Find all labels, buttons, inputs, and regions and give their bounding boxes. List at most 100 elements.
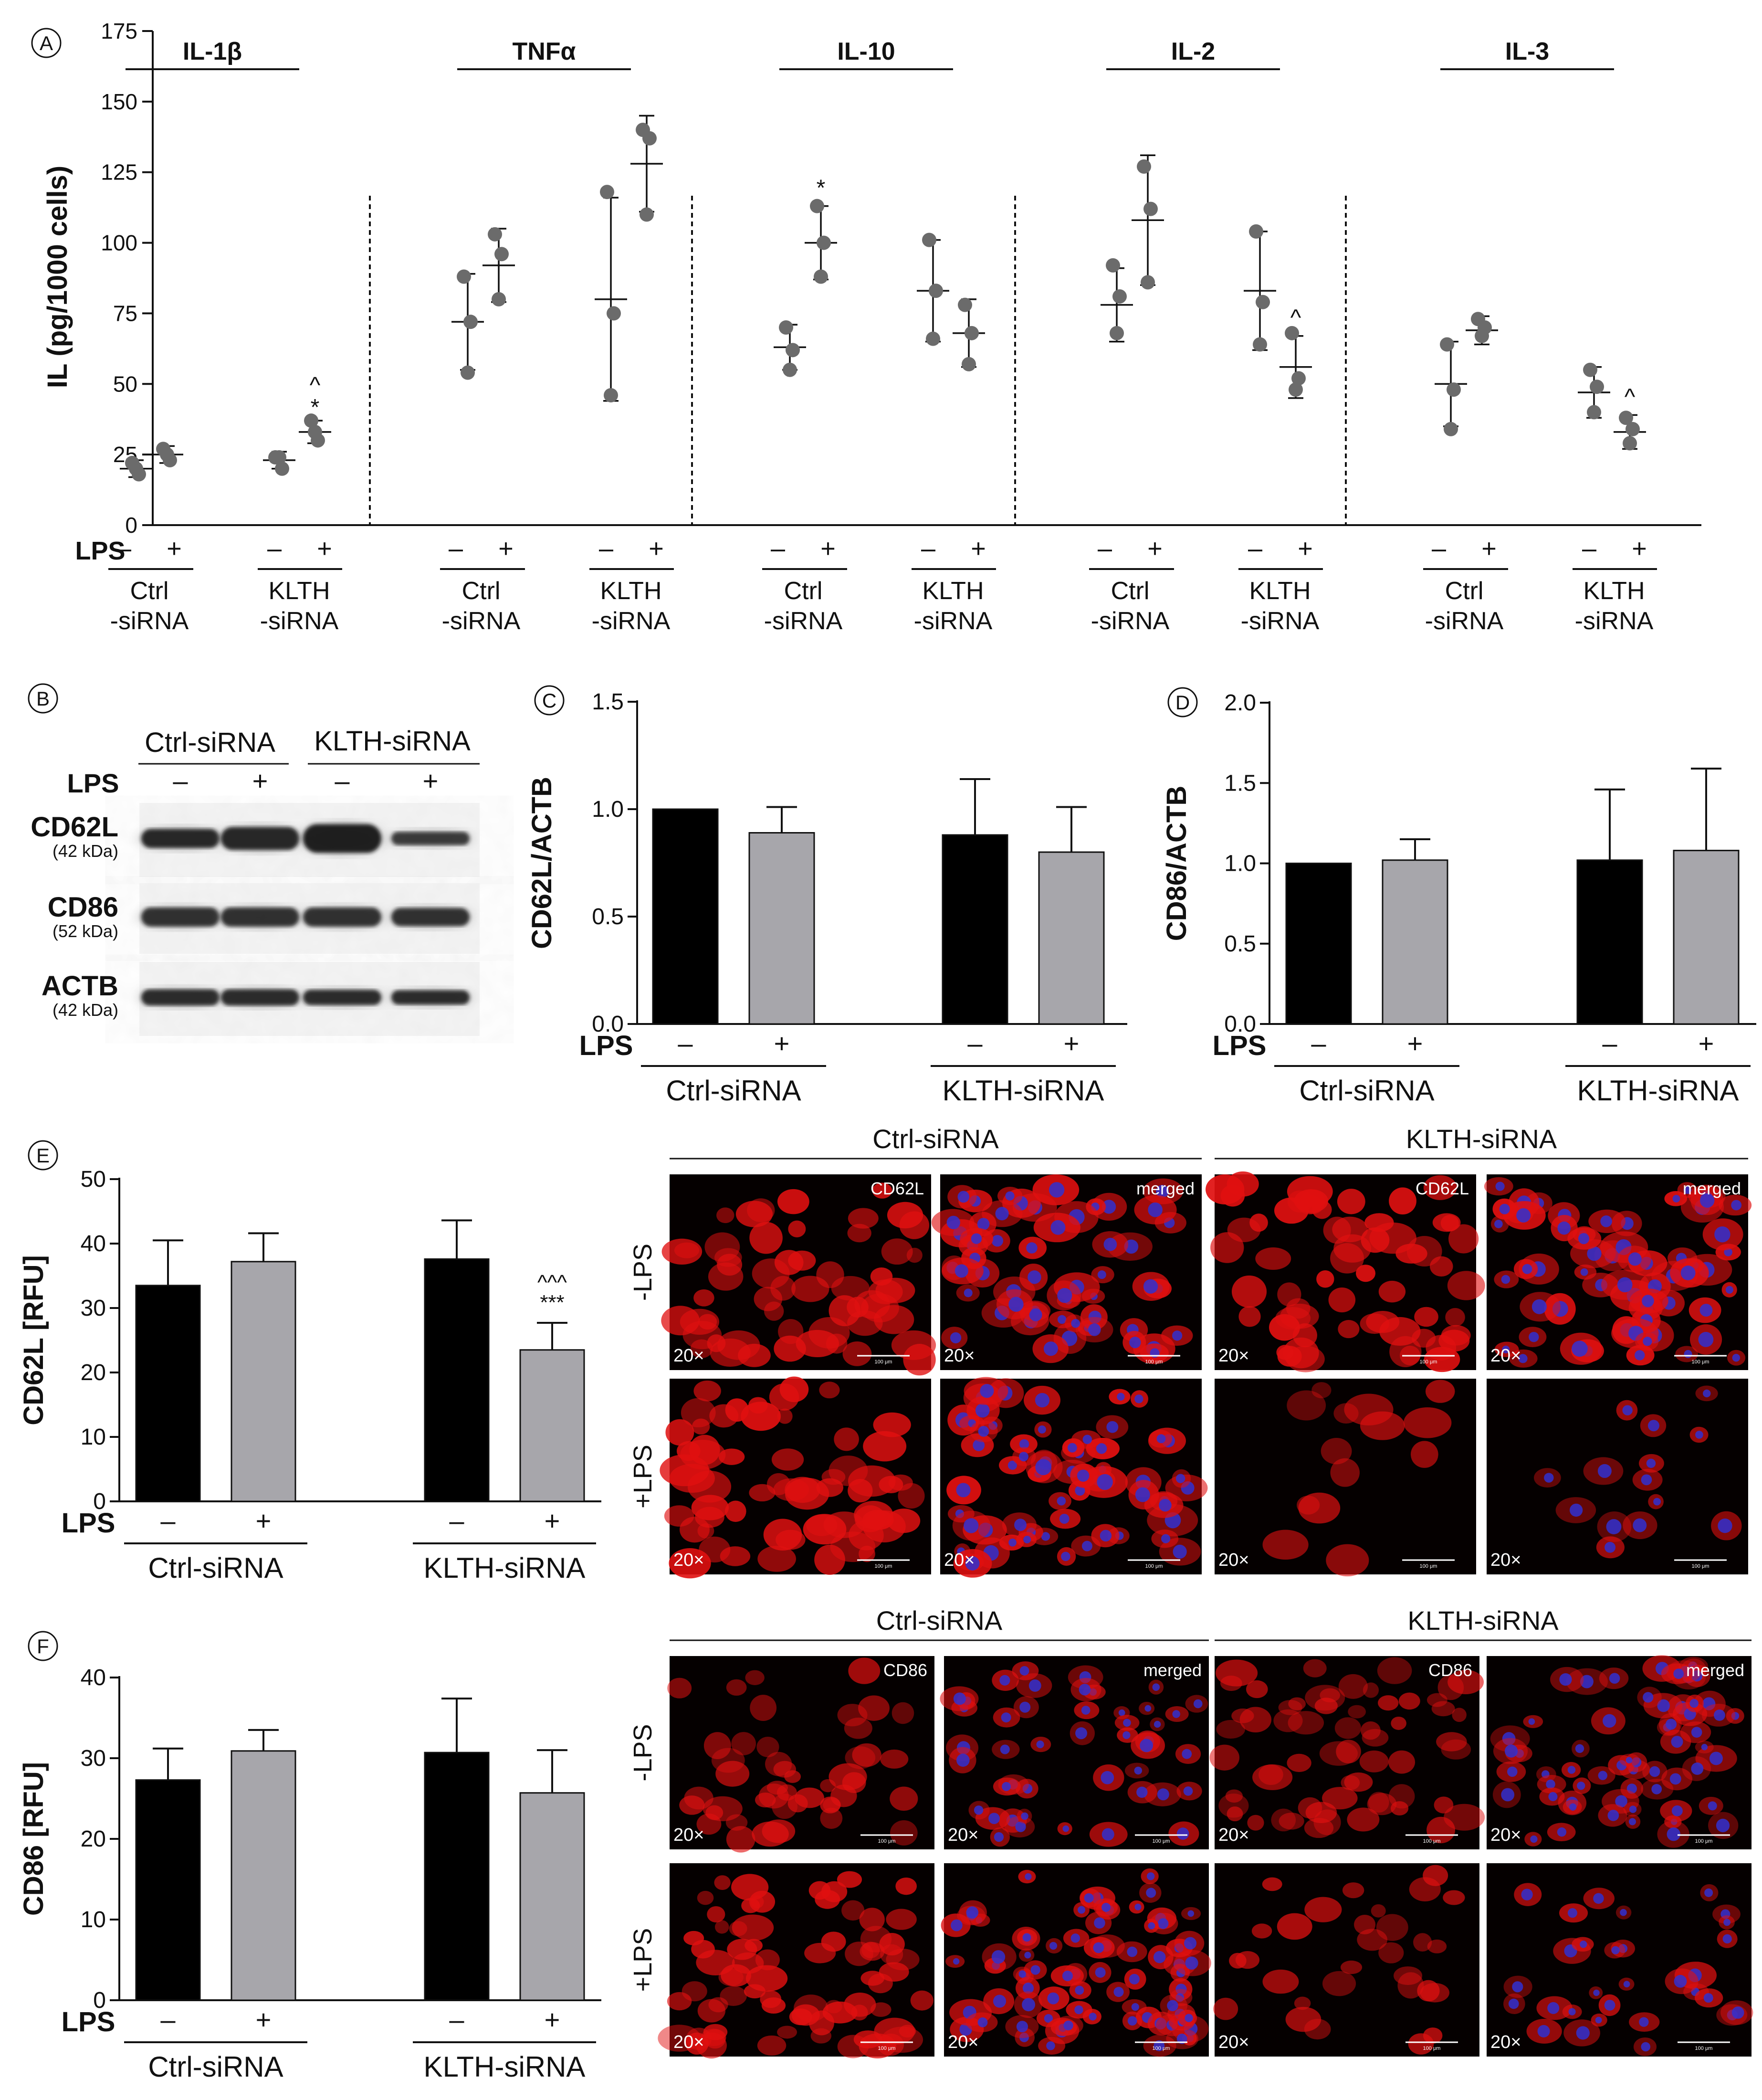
condition-0: – — [1098, 258, 1133, 563]
cell — [725, 1500, 746, 1522]
ctrl-header: Ctrl-siRNA — [876, 1605, 1003, 1636]
nucleus — [974, 1805, 984, 1815]
nucleus — [1689, 1699, 1699, 1708]
nucleus — [991, 1950, 1006, 1964]
cell — [1330, 1458, 1360, 1487]
nucleus — [1569, 1803, 1577, 1811]
nucleus — [1043, 1341, 1058, 1356]
cell — [674, 1242, 700, 1258]
panel-letter-circle — [28, 683, 58, 714]
nucleus — [1530, 1835, 1538, 1843]
nucleus — [1528, 1718, 1535, 1725]
cell — [757, 1545, 796, 1572]
data-point — [1285, 326, 1299, 340]
nucleus — [1103, 1237, 1117, 1251]
nucleus — [1152, 1683, 1160, 1691]
nucleus — [1611, 1946, 1620, 1954]
condition-1: + — [151, 442, 183, 563]
cell — [1357, 1929, 1388, 1951]
nucleus — [1094, 1917, 1105, 1929]
y-tick-label: 0 — [125, 513, 137, 538]
nucleus — [1699, 1304, 1713, 1317]
cell — [1361, 1721, 1381, 1740]
condition-1: + — [1132, 154, 1164, 563]
nucleus — [1001, 1712, 1011, 1723]
nucleus — [1626, 1757, 1633, 1763]
scale-bar-label: 100 μm — [1423, 1838, 1441, 1844]
nucleus — [1629, 1805, 1637, 1813]
cell — [886, 1909, 917, 1930]
data-point — [308, 424, 322, 439]
klth-label-2: -siRNA — [592, 607, 671, 635]
cell — [872, 1182, 892, 1199]
cell — [777, 2026, 797, 2039]
nucleus — [1019, 1439, 1029, 1449]
cell — [890, 1786, 918, 1811]
cell — [1341, 1775, 1360, 1790]
cell — [1304, 1818, 1334, 1838]
data-point — [1141, 275, 1155, 290]
nucleus — [1504, 1744, 1518, 1758]
cell — [1255, 1247, 1291, 1270]
group-title: IL-3 — [1505, 38, 1549, 65]
nucleus — [1604, 2000, 1615, 2011]
nucleus — [1157, 1918, 1169, 1929]
nucleus — [975, 1403, 990, 1418]
lps-sign: – — [160, 1506, 176, 1536]
cell — [1431, 1701, 1455, 1717]
nucleus — [1607, 1809, 1619, 1821]
y-tick-label: 75 — [113, 301, 137, 326]
cell — [1276, 1345, 1294, 1360]
data-point — [1112, 289, 1127, 304]
cell — [1285, 2006, 1322, 2032]
nucleus — [1172, 1330, 1183, 1341]
panel-d-chart: 0.0 0.5 1.0 1.5 2.0 CD86/ACTB – + – + LPS Ctrl-siRN… — [1161, 690, 1756, 1107]
nucleus — [957, 1191, 970, 1203]
nucleus — [1154, 1720, 1161, 1728]
nucleus — [1075, 1485, 1085, 1496]
nucleus — [977, 1218, 990, 1230]
cell — [661, 1306, 700, 1336]
row-label: -LPS — [629, 1724, 657, 1781]
blot-row-actb: ACTB(42 kDa) — [42, 962, 480, 1036]
data-point — [1291, 371, 1306, 386]
band-name: CD86 — [48, 892, 118, 923]
magnification-label: 20× — [944, 1550, 975, 1570]
cell — [1252, 1764, 1293, 1790]
nucleus — [1647, 1420, 1659, 1432]
lps-sign: + — [1298, 534, 1313, 563]
cell — [860, 1971, 885, 1986]
data-point — [922, 232, 936, 247]
nucleus — [1062, 1825, 1070, 1832]
nucleus — [1603, 1714, 1616, 1728]
lps-label: LPS — [67, 768, 119, 798]
y-tick-label: 175 — [101, 19, 137, 43]
nucleus — [1070, 1933, 1080, 1943]
cell — [1377, 1657, 1412, 1684]
nucleus — [1159, 1498, 1172, 1512]
cell — [1398, 1692, 1420, 1710]
ctrl-label: Ctrl — [784, 577, 823, 605]
nucleus — [1153, 1951, 1166, 1963]
micrograph-tile: 20× 100 μm — [940, 1377, 1208, 1578]
nucleus — [1559, 1673, 1572, 1686]
nucleus — [1643, 1337, 1652, 1346]
cell — [1448, 1224, 1479, 1254]
cell — [1427, 1939, 1447, 1953]
nucleus — [1587, 1246, 1602, 1261]
cell — [1251, 1923, 1272, 1939]
panel-letter-circle — [28, 1140, 58, 1171]
significance-mark: * — [817, 176, 826, 201]
panel-letter-circle — [1167, 687, 1198, 718]
lps-sign: + — [317, 534, 332, 563]
scale-bar-label: 100 μm — [1153, 2046, 1170, 2051]
cell — [1417, 1980, 1440, 2002]
significance-mark: ^ — [310, 373, 321, 398]
panel-label-a: A — [31, 28, 62, 58]
nucleus — [1548, 1792, 1558, 1802]
